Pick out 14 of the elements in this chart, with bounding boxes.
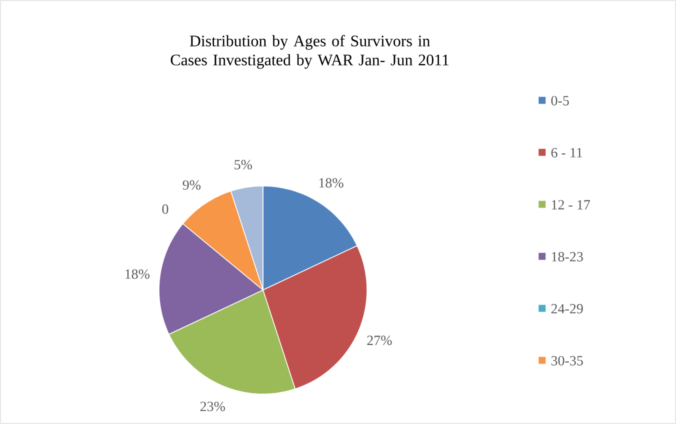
- data-label: 18%: [319, 178, 344, 188]
- chart-title: Distribution by Ages of Survivors in Cases Investigated by WAR Jan- Jun 2011: [170, 34, 449, 69]
- legend-label: 6 - 11: [551, 148, 582, 158]
- legend-label: 12 - 17: [552, 200, 590, 210]
- legend-label: 30-35: [551, 356, 583, 366]
- legend-label: 24-29: [551, 304, 583, 314]
- data-label: 27%: [367, 336, 392, 346]
- data-label: 5%: [234, 160, 252, 170]
- legend-label: 0-5: [551, 96, 569, 106]
- data-label: 18%: [126, 269, 150, 279]
- data-label: 23%: [200, 402, 225, 412]
- data-label: 9%: [182, 180, 201, 190]
- legend-label: 18-23: [552, 252, 583, 262]
- text: 0: [162, 204, 168, 214]
